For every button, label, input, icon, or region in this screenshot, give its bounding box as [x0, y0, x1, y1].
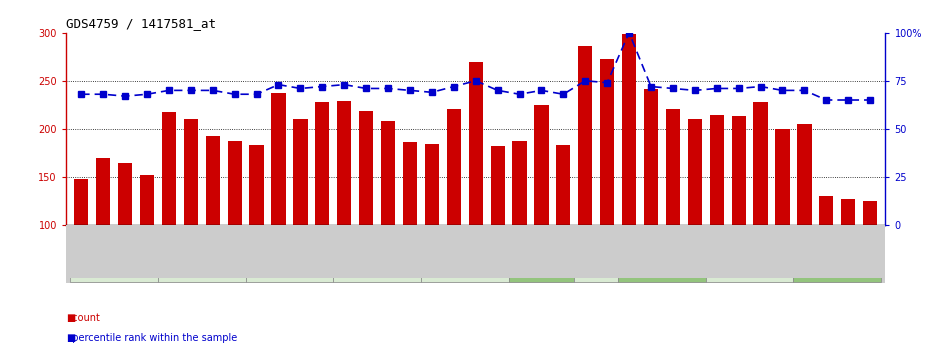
Bar	[732, 117, 746, 321]
Text: ■: ■	[66, 313, 75, 323]
Text: mock: mock	[827, 253, 848, 262]
Bar	[754, 102, 768, 321]
Bar	[271, 93, 285, 321]
Bar	[162, 111, 176, 321]
Bar	[381, 121, 396, 321]
Bar	[688, 119, 702, 321]
Bar	[293, 119, 307, 321]
Bar	[425, 144, 439, 321]
Bar	[333, 233, 421, 282]
Bar	[359, 111, 373, 321]
Bar	[118, 163, 132, 321]
Bar	[140, 175, 154, 321]
Bar	[600, 59, 614, 321]
Bar	[228, 141, 242, 321]
Bar	[205, 136, 219, 321]
Bar	[797, 124, 811, 321]
Bar	[578, 46, 593, 321]
Bar	[71, 233, 158, 282]
Bar	[644, 89, 658, 321]
Text: ■: ■	[66, 333, 75, 343]
Text: percentile rank within the sample: percentile rank within the sample	[66, 333, 237, 343]
Bar	[666, 109, 680, 321]
Bar	[575, 233, 618, 282]
Bar	[246, 233, 333, 282]
Text: SHANK3
shRNA: SHANK3 shRNA	[526, 248, 557, 268]
Bar	[74, 179, 89, 321]
Bar	[184, 119, 198, 321]
Bar	[622, 34, 636, 321]
Bar	[447, 109, 461, 321]
Bar	[820, 196, 834, 321]
Bar	[491, 146, 505, 321]
Bar	[337, 101, 351, 321]
Bar	[709, 115, 723, 321]
Text: med2d shRNA: med2d shRNA	[569, 253, 624, 262]
Bar	[509, 233, 575, 282]
Bar	[468, 61, 483, 321]
Text: count: count	[66, 313, 100, 323]
Bar	[403, 142, 417, 321]
Text: mef2a shRNA: mef2a shRNA	[636, 253, 688, 262]
Text: protocol: protocol	[67, 253, 104, 262]
Bar	[158, 233, 246, 282]
Bar	[706, 233, 793, 282]
Text: PTEN shRNA: PTEN shRNA	[441, 253, 489, 262]
Bar	[96, 158, 110, 321]
Bar	[316, 102, 330, 321]
Bar	[863, 201, 877, 321]
Bar	[512, 141, 527, 321]
Bar	[793, 233, 881, 282]
Bar	[775, 129, 789, 321]
Bar	[250, 145, 264, 321]
Text: GDS4759 / 1417581_at: GDS4759 / 1417581_at	[66, 17, 216, 30]
Bar	[556, 145, 571, 321]
Text: MeCP2 shRNA: MeCP2 shRNA	[175, 253, 229, 262]
Text: FMR1 shRNA: FMR1 shRNA	[89, 253, 138, 262]
Bar	[421, 233, 509, 282]
Text: luciferase shRNA: luciferase shRNA	[717, 253, 782, 262]
Text: NLGN1 shRNA: NLGN1 shRNA	[263, 253, 317, 262]
Text: NLGN3 shRNA: NLGN3 shRNA	[350, 253, 404, 262]
Bar	[618, 233, 706, 282]
Bar	[534, 105, 548, 321]
Bar	[841, 199, 855, 321]
